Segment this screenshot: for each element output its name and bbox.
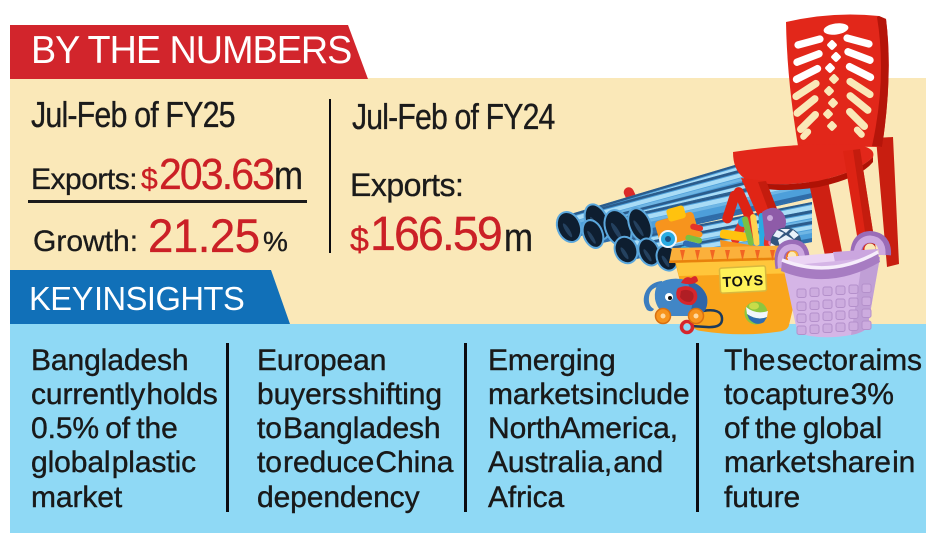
svg-text:TOYS: TOYS bbox=[722, 273, 764, 291]
